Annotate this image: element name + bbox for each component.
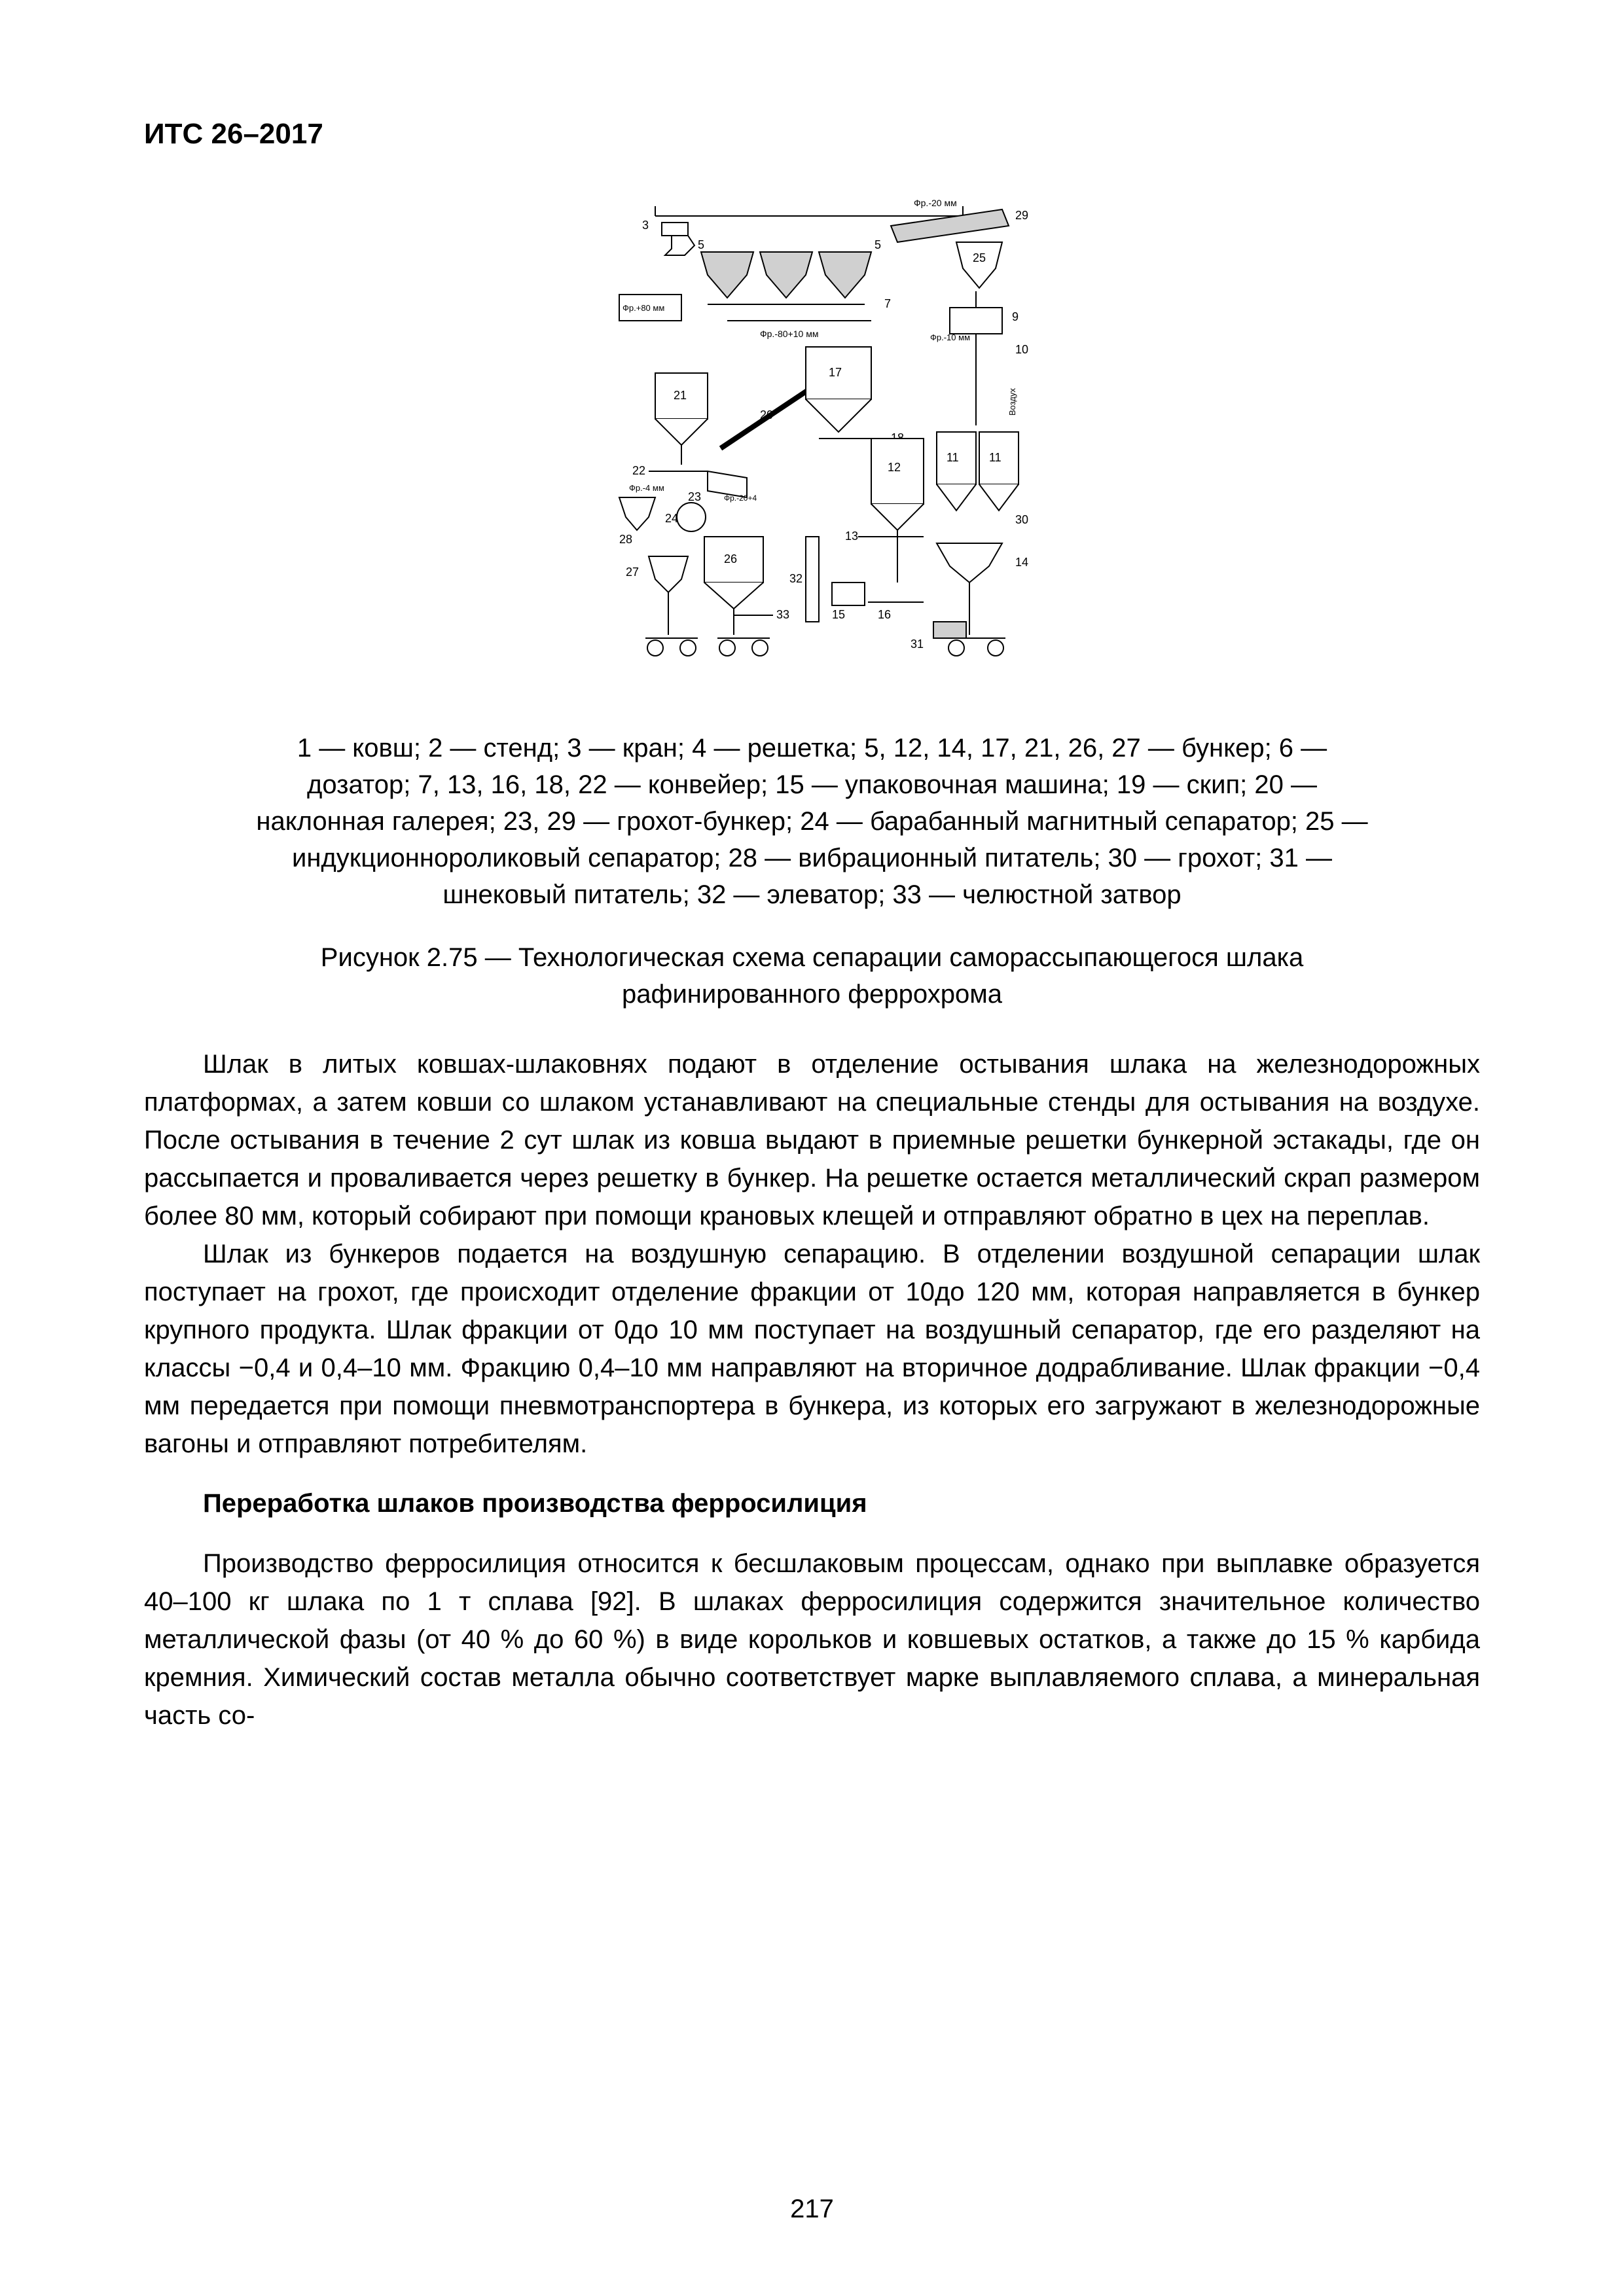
- figure-caption: Рисунок 2.75 — Технологическая схема сеп…: [256, 939, 1369, 1013]
- paragraph-3: Производство ферросилиция относится к бе…: [144, 1545, 1480, 1734]
- figure-container: 3 29 Фр.-20 мм 5 5 7 25: [144, 190, 1480, 1013]
- label-22: 22: [632, 464, 645, 477]
- page: ИТС 26–2017 3 29 Фр.-20 мм: [0, 0, 1624, 2296]
- label-28: 28: [619, 533, 632, 546]
- label-27: 27: [626, 565, 639, 579]
- label-11b: 11: [989, 451, 1001, 464]
- subheading: Переработка шлаков производства ферросил…: [144, 1489, 1480, 1518]
- label-16: 16: [878, 608, 891, 621]
- label-vozduh: Воздух: [1007, 387, 1017, 416]
- label-32: 32: [789, 572, 803, 585]
- label-15: 15: [832, 608, 845, 621]
- label-9: 9: [1012, 310, 1019, 323]
- label-20: 20: [760, 408, 773, 422]
- label-fr80: Фр.-80+10 мм: [760, 329, 818, 339]
- label-26: 26: [724, 552, 737, 565]
- label-10: 10: [1015, 343, 1028, 356]
- label-fr80b: Фр.+80 мм: [623, 303, 664, 313]
- label-11a: 11: [947, 451, 959, 464]
- label-fr4: Фр.-4 мм: [629, 483, 664, 493]
- label-31: 31: [911, 637, 924, 651]
- label-30: 30: [1015, 513, 1028, 526]
- label-7: 7: [884, 297, 891, 310]
- label-25: 25: [973, 251, 986, 264]
- label-13: 13: [845, 529, 858, 543]
- label-29: 29: [1015, 209, 1028, 222]
- paragraph-2: Шлак из бункеров подается на воздушную с…: [144, 1235, 1480, 1463]
- label-fr20: Фр.-20 мм: [914, 198, 957, 208]
- figure-legend: 1 — ковш; 2 — стенд; 3 — кран; 4 — решет…: [256, 730, 1369, 913]
- label-5b: 5: [875, 238, 881, 251]
- label-fr20b: Фр.-20+4: [724, 493, 757, 503]
- label-5a: 5: [698, 238, 704, 251]
- label-23: 23: [688, 490, 701, 503]
- label-33: 33: [776, 608, 789, 621]
- document-header: ИТС 26–2017: [144, 118, 1480, 151]
- label-21: 21: [674, 389, 687, 402]
- label-12: 12: [888, 461, 901, 474]
- label-3: 3: [642, 219, 649, 232]
- label-17: 17: [829, 366, 842, 379]
- label-24: 24: [665, 512, 678, 525]
- process-diagram: 3 29 Фр.-20 мм 5 5 7 25: [557, 190, 1068, 704]
- page-number: 217: [0, 2195, 1624, 2224]
- paragraph-1: Шлак в литых ковшах-шлаковнях подают в о…: [144, 1045, 1480, 1235]
- label-fr10: Фр.-10 мм: [930, 332, 970, 342]
- label-14: 14: [1015, 556, 1028, 569]
